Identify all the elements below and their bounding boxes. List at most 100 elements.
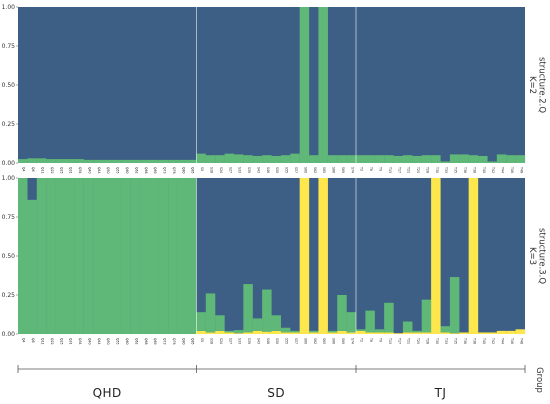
bar-panel2-series1-S43 <box>252 330 263 334</box>
sample-label: S62 <box>313 167 317 173</box>
y-tick-label: 1.00 <box>2 175 16 182</box>
sample-label: T6 <box>369 337 373 342</box>
bar-panel1-series1-T2 <box>356 155 366 163</box>
sample-label: S50 <box>275 338 279 344</box>
bar-panel1-series1-Q22 <box>46 159 56 163</box>
bar-panel1-series1-Q11 <box>36 158 47 163</box>
sample-label: S69 <box>341 167 345 173</box>
bar-panel2-series2-Q85 <box>187 178 197 334</box>
sample-label: S69 <box>341 338 345 344</box>
sample-label: Q11 <box>40 167 44 174</box>
sample-label: T17 <box>397 337 401 344</box>
bar-panel1-series1-Q80 <box>177 159 188 163</box>
bar-panel1-series1-S24 <box>215 155 225 163</box>
sample-label: T35 <box>454 337 458 344</box>
bar-panel2-series2-Q62 <box>130 178 141 334</box>
bar-panel1-series1-T9 <box>374 155 385 163</box>
bar-panel1-series1-T36 <box>459 154 469 163</box>
bar-panel2-series2-S43 <box>252 318 263 331</box>
sample-label: S50 <box>275 167 279 173</box>
bar-panel2-series2-T28 <box>421 299 432 333</box>
bar-panel1-series1-S66 <box>327 155 338 163</box>
bar-panel2-series1-S62 <box>309 332 319 334</box>
sample-label: Q62 <box>134 338 138 345</box>
bar-panel1-series1-T21 <box>402 155 413 163</box>
sample-label: Q76 <box>172 167 176 174</box>
sample-label: T2 <box>360 166 364 171</box>
group-label-tj: TJ <box>434 386 447 400</box>
sample-label: T36 <box>463 337 467 344</box>
bar-panel2-series2-T33 <box>440 326 450 333</box>
sample-label: Q11 <box>40 338 44 345</box>
bar-panel2-series2-S55 <box>280 327 291 333</box>
bar-panel2-series1-S57 <box>290 332 300 334</box>
sample-label: S46 <box>266 167 270 173</box>
sample-label: S55 <box>285 167 289 173</box>
sample-label: T2 <box>360 337 364 342</box>
bar-panel1-series1-Q31 <box>64 159 75 163</box>
bar-panel2-series2-S39 <box>243 284 253 333</box>
bar-panel2-series2-S66 <box>327 330 338 333</box>
bar-panel1-series1-Q62 <box>130 159 141 163</box>
bar-panel1-series1-T46 <box>506 155 516 163</box>
bar-panel2-series2-T9 <box>374 329 385 333</box>
sample-label: S39 <box>247 167 251 173</box>
sample-label: Q73 <box>163 167 167 174</box>
bar-panel2-series2-Q31 <box>64 178 75 334</box>
bar-panel2-series1-S9 <box>196 330 206 334</box>
sample-label: T38 <box>472 166 476 173</box>
sample-label: S57 <box>294 167 298 173</box>
bar-panel2-series1-T28 <box>421 332 432 334</box>
bar-panel1-series1-T35 <box>449 154 460 163</box>
bar-panel1-series1-T13 <box>384 155 394 163</box>
sample-label: Q40 <box>87 167 91 174</box>
bar-panel1-series1-Q69 <box>149 159 159 163</box>
bar-panel1-series1-Q34 <box>74 159 84 163</box>
sample-label: Q50 <box>106 167 110 174</box>
bar-panel2-series2-Q76 <box>168 178 178 334</box>
sample-label: Q69 <box>153 338 157 345</box>
bar-panel1-series1-S27 <box>224 153 235 163</box>
bar-panel2-series1-T35 <box>449 333 460 334</box>
bar-panel2-series1-T42 <box>487 332 497 334</box>
sample-label: S66 <box>332 338 336 344</box>
bar-panel2-series2-T21 <box>402 321 413 333</box>
bar-panel2-series1-S69 <box>337 330 347 334</box>
bar-panel2-series1-T33 <box>440 332 450 334</box>
bar-panel1-series1-Q66 <box>140 159 150 163</box>
group-label-qhd: QHD <box>93 386 122 400</box>
bar-panel1-series1-S74 <box>346 155 357 163</box>
bar-panel2-series1-S74 <box>346 332 357 334</box>
bar-panel2-series1-S60 <box>299 178 310 334</box>
sample-label: S57 <box>294 338 298 344</box>
sample-label: Q34 <box>78 338 82 345</box>
bar-panel1-series1-T48 <box>515 155 526 163</box>
bar-panel2-series2-S9 <box>196 312 206 331</box>
sample-label: T9 <box>378 166 382 171</box>
sample-label: Q50 <box>106 338 110 345</box>
sample-label: Q60 <box>125 167 129 174</box>
bar-panel1-series1-S55 <box>280 155 291 163</box>
sample-label: S9 <box>200 167 204 171</box>
sample-label: Q44 <box>97 167 101 174</box>
bar-panel2-series1-T21 <box>402 332 413 334</box>
bar-panel1-series1-Q8 <box>27 158 37 163</box>
sample-label: S33 <box>238 167 242 173</box>
sample-label: S27 <box>228 167 232 173</box>
bar-panel2-series1-S50 <box>271 330 281 334</box>
bar-panel1-series1-T44 <box>496 154 507 163</box>
bar-panel1-series1-T38 <box>468 155 479 163</box>
sample-label: Q25 <box>59 167 63 174</box>
bar-panel2-series1-T17 <box>393 333 404 334</box>
bar-panel2-series1-T48 <box>515 329 526 334</box>
sample-label: Q22 <box>50 338 54 345</box>
bar-panel1-series1-T40 <box>478 155 488 163</box>
sample-label: T9 <box>378 337 382 342</box>
sample-label: T40 <box>482 337 486 344</box>
sample-label: Q55 <box>116 338 120 345</box>
sample-label: T21 <box>407 166 411 173</box>
sample-label: S65 <box>322 338 326 344</box>
bar-panel2-series1-S55 <box>280 332 291 334</box>
y-tick-label: 0.00 <box>2 160 16 167</box>
